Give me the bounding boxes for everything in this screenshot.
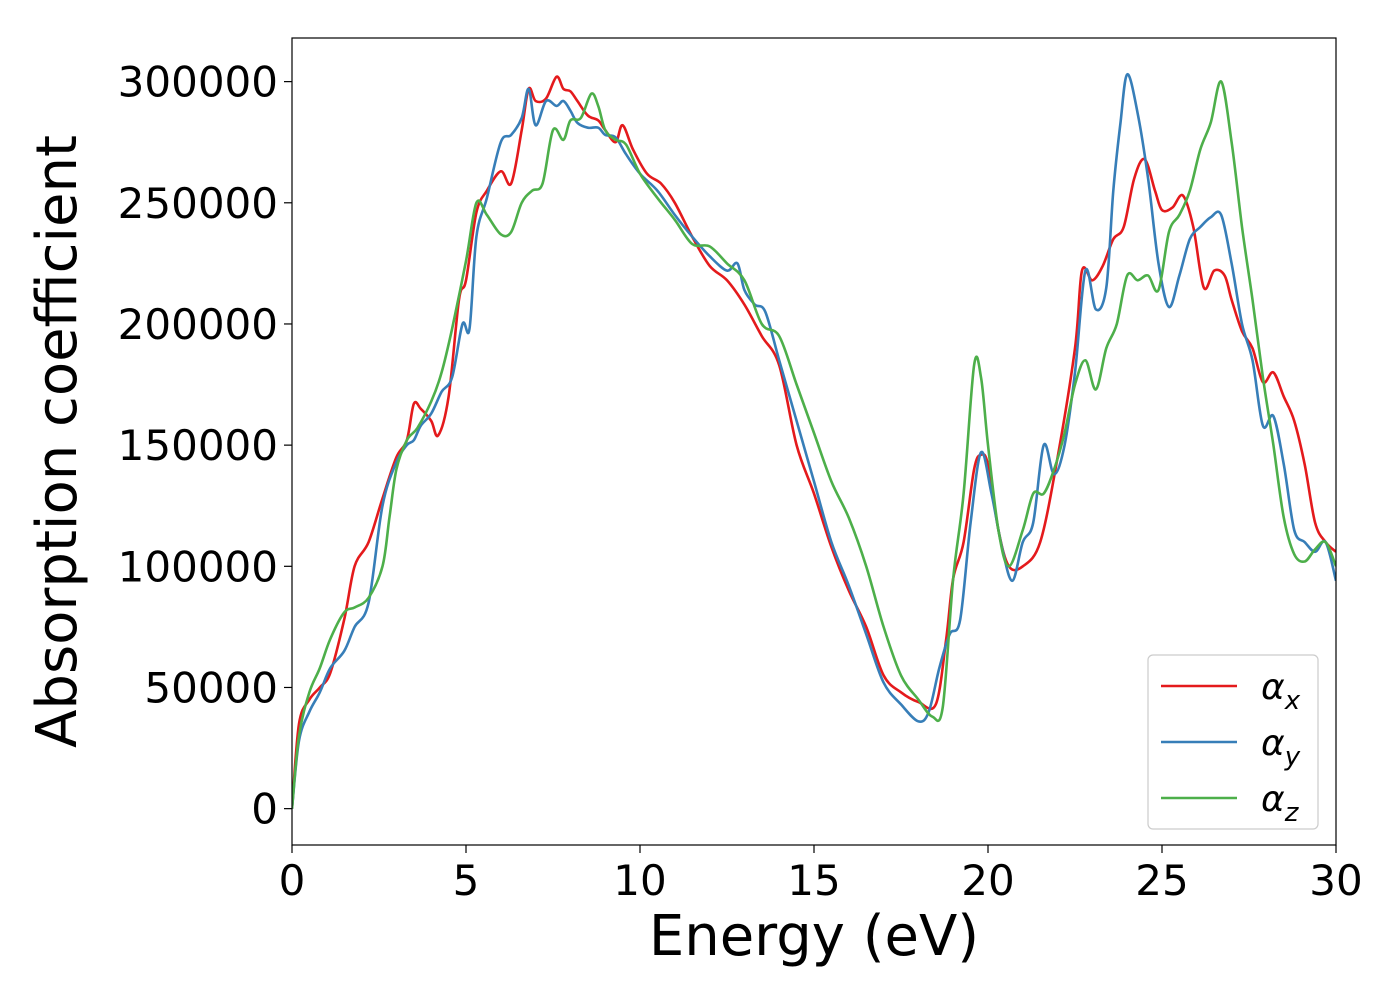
y-tick-label: 300000: [118, 58, 278, 107]
x-tick-label: 15: [787, 856, 840, 905]
series-line-x: [292, 75, 1336, 809]
y-tick-label: 200000: [118, 300, 278, 349]
x-tick-label: 0: [279, 856, 306, 905]
x-tick-label: 5: [453, 856, 480, 905]
series-line-y: [292, 73, 1336, 809]
x-axis-label: Energy (eV): [649, 904, 979, 969]
legend-label-y: αy: [1261, 723, 1301, 772]
plot-lines: [292, 73, 1336, 809]
legend-label-z: αz: [1261, 779, 1300, 828]
y-tick-label: 250000: [118, 179, 278, 228]
y-tick-label: 100000: [118, 542, 278, 591]
y-axis-label: Absorption coefficient: [25, 135, 90, 748]
x-tick-label: 20: [961, 856, 1014, 905]
legend: αx αy αz: [1147, 654, 1319, 830]
x-tick-label: 25: [1135, 856, 1188, 905]
y-tick-label: 50000: [144, 663, 278, 712]
x-tick-label: 30: [1309, 856, 1362, 905]
legend-label-x: αx: [1261, 667, 1301, 716]
y-tick-label: 0: [251, 785, 278, 834]
x-axis: 0 5 10 15 20 25 30: [279, 845, 1363, 905]
y-tick-label: 150000: [118, 421, 278, 470]
x-tick-label: 10: [613, 856, 666, 905]
y-axis: 0 50000 100000 150000 200000 250000 300000: [118, 58, 292, 834]
series-line-z: [292, 80, 1336, 809]
